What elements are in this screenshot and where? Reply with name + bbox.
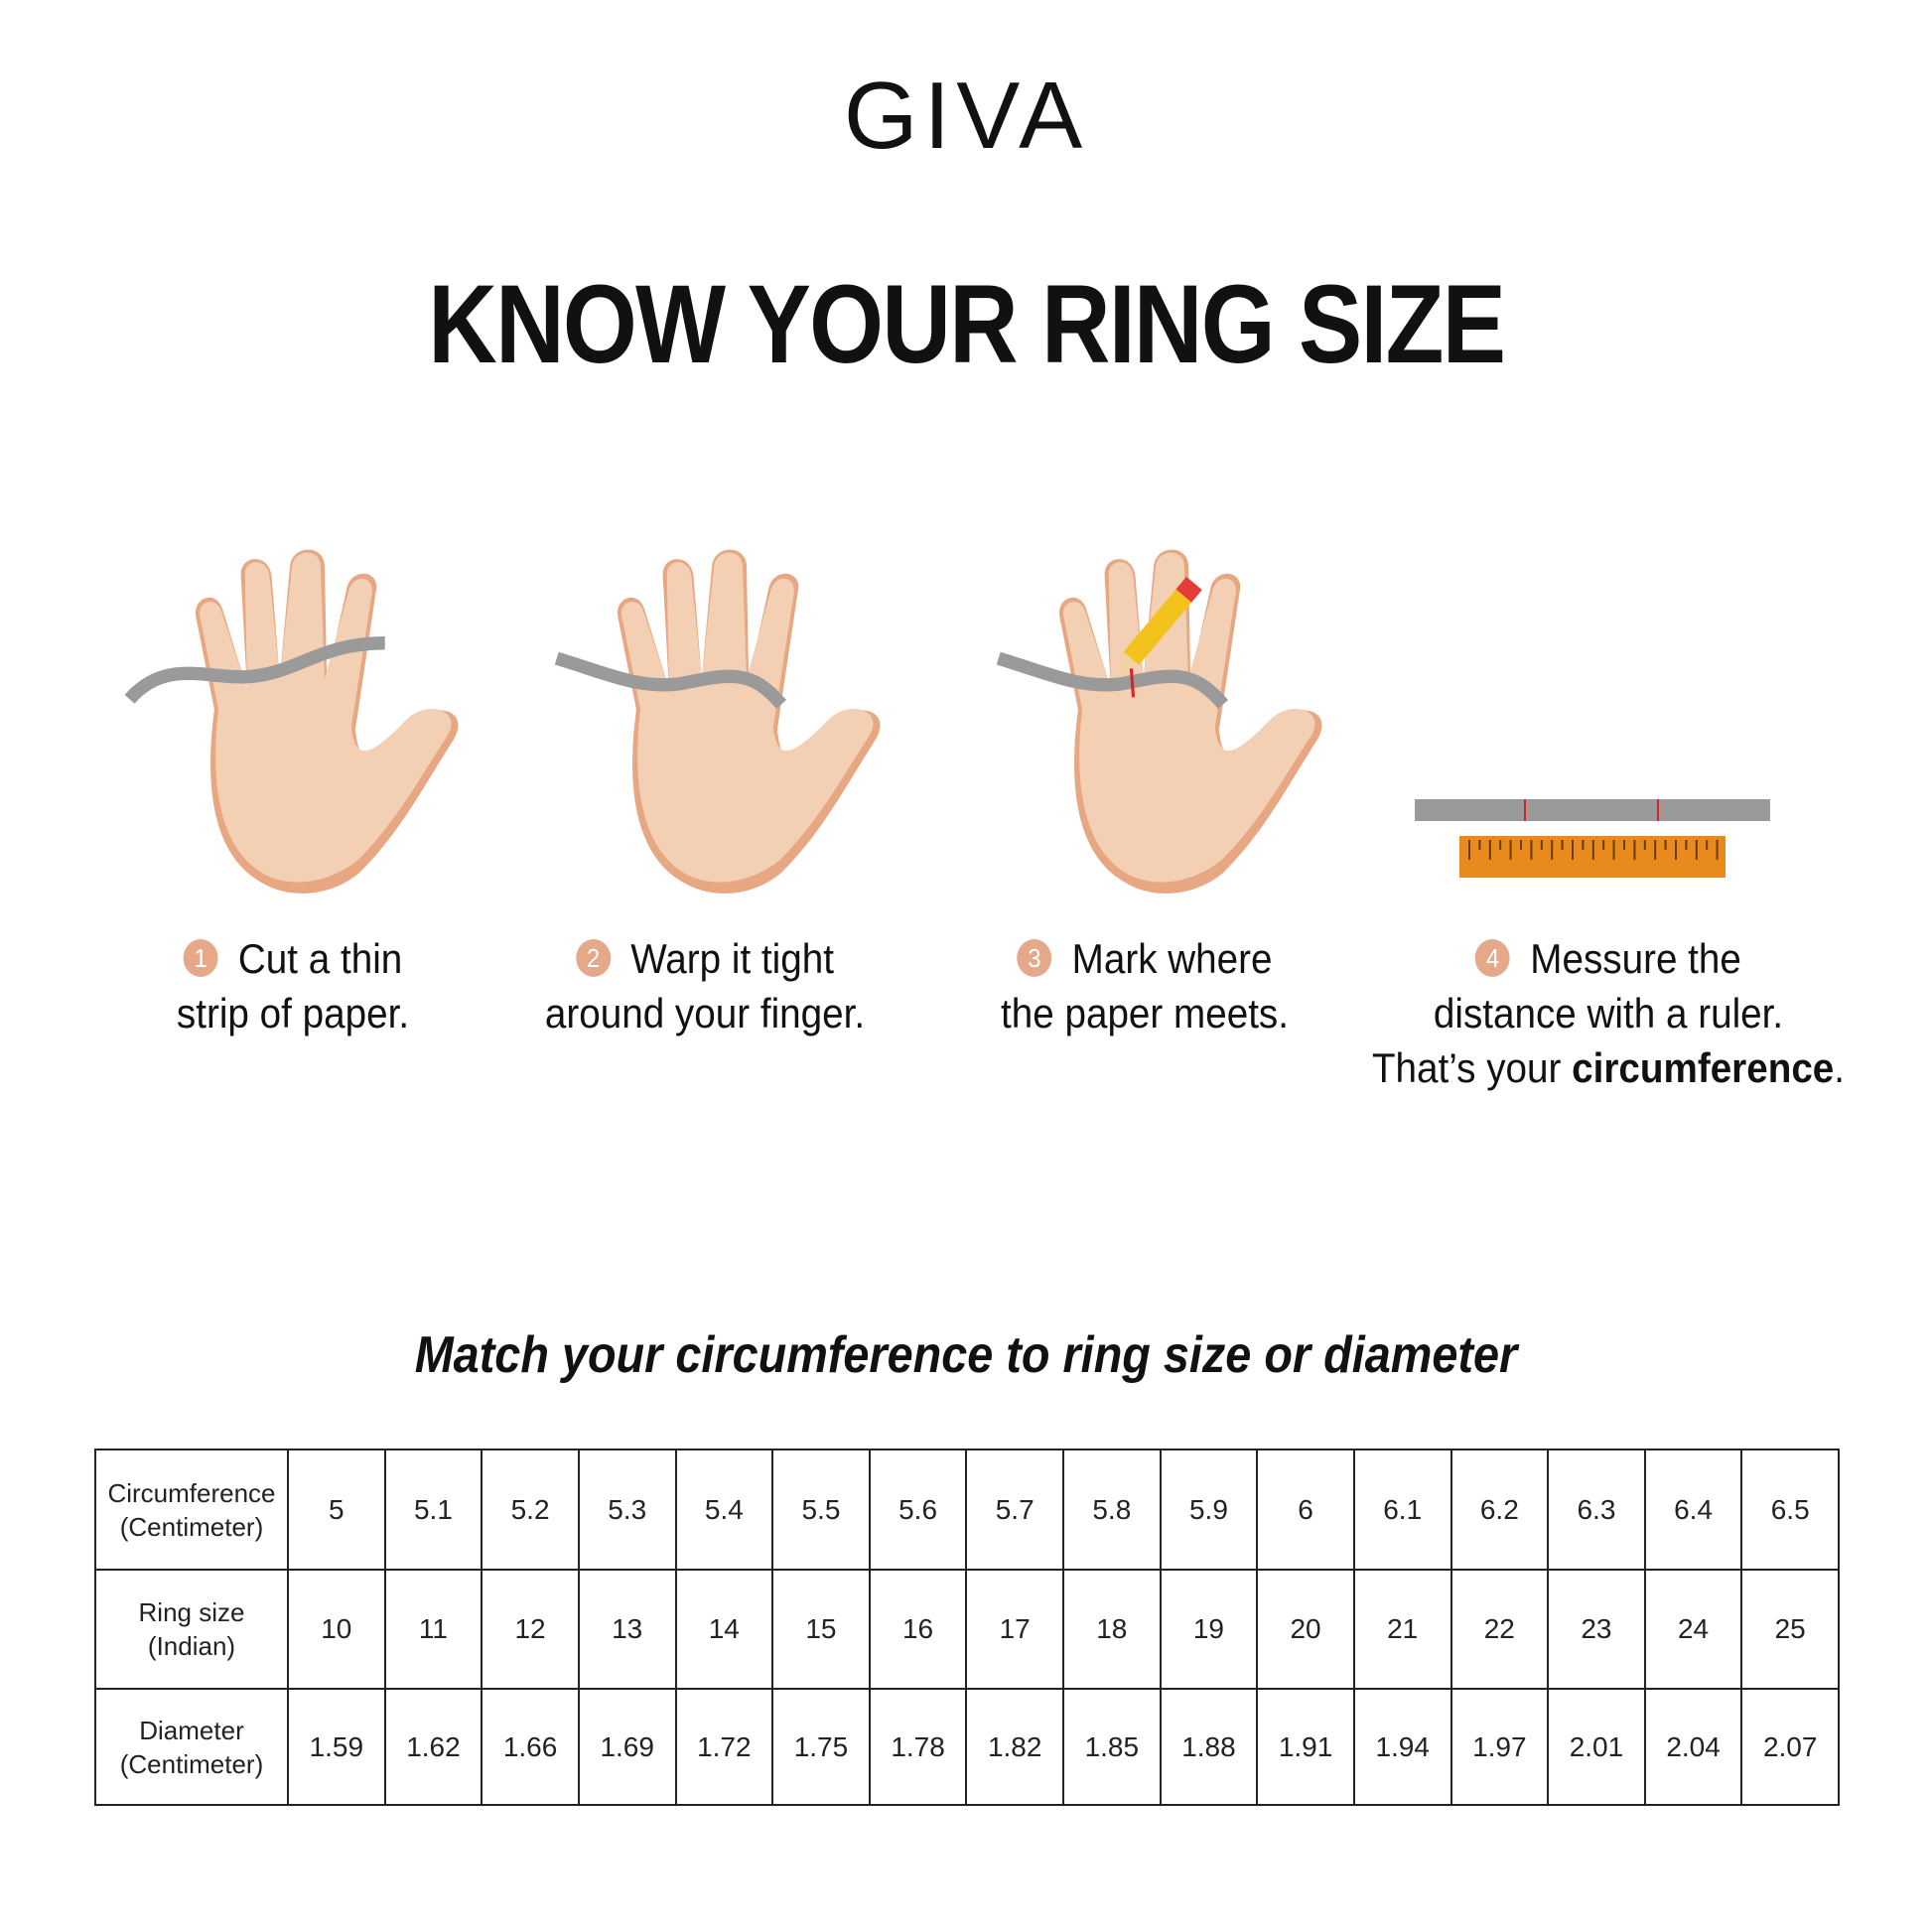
table-cell: 17 [965, 1569, 1064, 1690]
step-number-badge: 1 [183, 939, 218, 977]
table-row: Diameter (Centimeter) 1.59 1.62 1.66 1.69 1.72… [94, 1688, 1840, 1806]
row-header: Diameter (Centimeter) [94, 1688, 289, 1806]
step-2: 2 Warp it tight around your finger. [544, 935, 866, 1036]
table-cell: 5.1 [383, 1449, 483, 1571]
table-cell: 11 [383, 1569, 483, 1690]
table-cell: 22 [1449, 1569, 1550, 1690]
table-cell: 2.07 [1740, 1688, 1840, 1806]
table-cell: 1.62 [383, 1688, 483, 1806]
step-number-badge: 2 [576, 939, 611, 977]
table-cell: 1.94 [1352, 1688, 1452, 1806]
table-cell: 6 [1256, 1449, 1355, 1571]
table-cell: 23 [1547, 1569, 1646, 1690]
table-heading: Match your circumference to ring size or… [414, 1326, 1518, 1384]
table-cell: 1.72 [674, 1688, 774, 1806]
table-row: Circumference (Centimeter) 5 5.1 5.2 5.3 5.4 5.… [94, 1449, 1840, 1571]
table-cell: 6.3 [1547, 1449, 1646, 1571]
table-cell: 20 [1256, 1569, 1355, 1690]
table-cell: 1.82 [965, 1688, 1064, 1806]
table-cell: 10 [287, 1569, 386, 1690]
step-4: 4 Messure the distance with a ruler. That… [1371, 935, 1846, 1091]
table-cell: 12 [481, 1569, 580, 1690]
hand-paper-strip-icon [124, 549, 459, 894]
row-header-unit: (Indian) [147, 1631, 236, 1661]
table-cell: 15 [771, 1569, 871, 1690]
row-header: Circumference (Centimeter) [94, 1449, 289, 1571]
table-row: Ring size (Indian) 10 11 12 13 14 15 16 17 18 19 20 2… [94, 1569, 1840, 1690]
step-1: 1 Cut a thin strip of paper. [176, 935, 410, 1036]
table-cell: 5.3 [577, 1449, 677, 1571]
table-cell: 19 [1159, 1569, 1259, 1690]
hand-wrap-icon [554, 549, 881, 894]
table-cell: 14 [674, 1569, 774, 1690]
row-header-line: Diameter [139, 1715, 244, 1745]
ring-size-table: Circumference (Centimeter) 5 5.1 5.2 5.3 5.4 5.… [94, 1449, 1840, 1806]
row-header-line: Circumference [107, 1477, 276, 1508]
ruler-icon [1415, 799, 1770, 878]
giva-logo: GIVA [843, 63, 1089, 169]
table-cell: 1.88 [1159, 1688, 1259, 1806]
table-cell: 5.4 [674, 1449, 774, 1571]
row-header-unit: (Centimeter) [119, 1748, 264, 1779]
table-cell: 1.66 [481, 1688, 580, 1806]
step-3: 3 Mark where the paper meets. [1001, 935, 1289, 1036]
table-cell: 18 [1062, 1569, 1162, 1690]
table-cell: 5.2 [481, 1449, 580, 1571]
table-cell: 1.69 [577, 1688, 677, 1806]
step-number-badge: 4 [1475, 939, 1511, 977]
table-cell: 5.5 [771, 1449, 871, 1571]
table-cell: 5.8 [1062, 1449, 1162, 1571]
step-number-badge: 3 [1017, 939, 1052, 977]
table-cell: 13 [577, 1569, 677, 1690]
table-cell: 1.78 [868, 1688, 968, 1806]
table-cell: 5.9 [1159, 1449, 1259, 1571]
table-cell: 2.01 [1547, 1688, 1646, 1806]
table-cell: 1.97 [1449, 1688, 1550, 1806]
table-cell: 5 [287, 1449, 386, 1571]
row-header-unit: (Centimeter) [119, 1511, 264, 1542]
table-cell: 6.4 [1643, 1449, 1743, 1571]
table-cell: 1.75 [771, 1688, 871, 1806]
table-cell: 25 [1740, 1569, 1840, 1690]
table-cell: 1.59 [287, 1688, 386, 1806]
table-cell: 6.1 [1352, 1449, 1452, 1571]
row-header: Ring size (Indian) [94, 1569, 289, 1690]
table-cell: 5.6 [868, 1449, 968, 1571]
table-cell: 5.7 [965, 1449, 1064, 1571]
table-cell: 21 [1352, 1569, 1452, 1690]
row-header-line: Ring size [138, 1597, 245, 1627]
hand-pencil-mark-icon [996, 549, 1322, 894]
page-title: KNOW YOUR RING SIZE [427, 262, 1506, 386]
table-cell: 2.04 [1643, 1688, 1743, 1806]
table-cell: 16 [868, 1569, 968, 1690]
table-cell: 1.91 [1256, 1688, 1355, 1806]
table-cell: 6.5 [1740, 1449, 1840, 1571]
table-cell: 24 [1643, 1569, 1743, 1690]
table-cell: 6.2 [1449, 1449, 1550, 1571]
table-cell: 1.85 [1062, 1688, 1162, 1806]
